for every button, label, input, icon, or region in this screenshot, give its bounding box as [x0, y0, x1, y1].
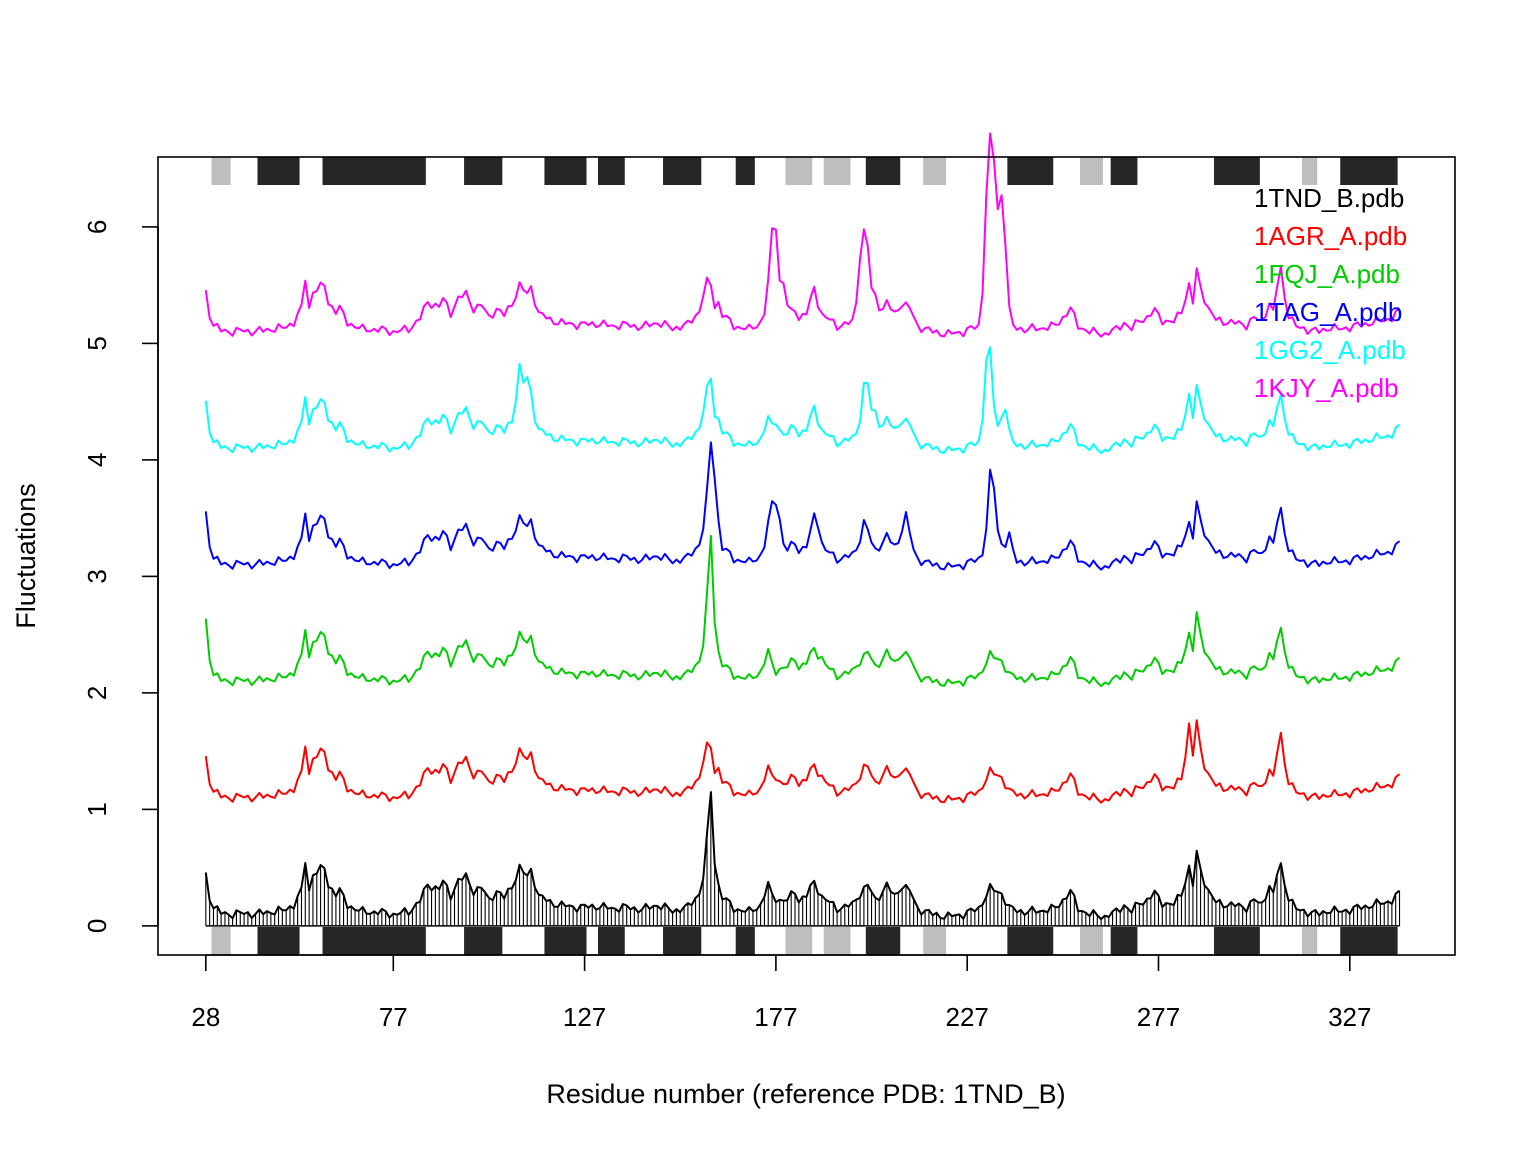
sse-block-bottom-strand [1301, 927, 1318, 955]
legend-entry: 1KJY_A.pdb [1254, 373, 1399, 403]
x-tick-label: 277 [1137, 1002, 1180, 1032]
sse-block-bottom-helix [464, 927, 503, 955]
legend-entry: 1TAG_A.pdb [1254, 297, 1402, 327]
sse-block-bottom-helix [1110, 927, 1138, 955]
y-tick-label: 1 [82, 802, 112, 816]
y-tick-label: 5 [82, 336, 112, 350]
sse-block-bottom-helix [663, 927, 702, 955]
legend-entry: 1GG2_A.pdb [1254, 335, 1406, 365]
sse-block-top-helix [1110, 157, 1138, 185]
y-axis-title: Fluctuations [11, 483, 41, 629]
x-tick-label: 327 [1328, 1002, 1371, 1032]
sse-block-top-strand [1301, 157, 1318, 185]
sse-block-bottom-helix [1213, 927, 1260, 955]
sse-block-top-helix [544, 157, 587, 185]
sse-bar-bottom [211, 927, 1398, 955]
sse-block-top-helix [663, 157, 702, 185]
sse-bar-top [211, 157, 1398, 185]
series-line [204, 346, 1401, 455]
sse-block-bottom-helix [597, 927, 625, 955]
sse-block-bottom-strand [785, 927, 813, 955]
series-1agr-a-pdb [204, 719, 1401, 804]
legend-entry: 1AGR_A.pdb [1254, 221, 1407, 251]
sse-block-top-helix [322, 157, 426, 185]
legend-entry: 1TND_B.pdb [1254, 183, 1404, 213]
x-tick-label: 177 [754, 1002, 797, 1032]
series-line [204, 791, 1401, 921]
y-axis: 0 1 2 3 4 5 6 [82, 220, 159, 933]
x-tick-label: 77 [379, 1002, 408, 1032]
sse-block-bottom-strand [823, 927, 851, 955]
sse-block-top-strand [211, 157, 231, 185]
y-tick-label: 6 [82, 220, 112, 234]
series-layer [204, 132, 1401, 927]
sse-block-top-strand [1080, 157, 1104, 185]
sse-block-top-helix [1340, 157, 1398, 185]
sse-block-bottom-helix [735, 927, 755, 955]
x-axis: 28 77 127 177 227 277 327 [191, 954, 1371, 1032]
x-tick-label: 28 [191, 1002, 220, 1032]
sse-block-top-helix [597, 157, 625, 185]
sse-block-top-helix [464, 157, 503, 185]
x-axis-title: Residue number (reference PDB: 1TND_B) [546, 1079, 1065, 1109]
sse-block-bottom-helix [544, 927, 587, 955]
y-tick-label: 0 [82, 919, 112, 933]
sse-block-bottom-strand [211, 927, 231, 955]
legend: 1TND_B.pdb 1AGR_A.pdb 1FQJ_A.pdb 1TAG_A.pdb… [1254, 183, 1407, 403]
sse-block-top-helix [1213, 157, 1260, 185]
sse-block-bottom-strand [1080, 927, 1104, 955]
sse-block-top-helix [865, 157, 901, 185]
sse-block-top-strand [823, 157, 851, 185]
series-1fqj-a-pdb [204, 534, 1401, 688]
y-tick-label: 2 [82, 686, 112, 700]
series-1tag-a-pdb [204, 441, 1401, 571]
y-tick-label: 4 [82, 453, 112, 467]
series-line [204, 719, 1401, 804]
series-1gg2-a-pdb [204, 346, 1401, 455]
series-line [204, 132, 1401, 338]
sse-block-top-helix [735, 157, 755, 185]
y-tick-label: 3 [82, 569, 112, 583]
legend-entry: 1FQJ_A.pdb [1254, 259, 1400, 289]
series-1kjy-a-pdb [204, 132, 1401, 338]
sse-block-bottom-helix [865, 927, 901, 955]
sse-block-bottom-helix [257, 927, 300, 955]
sse-block-bottom-helix [1007, 927, 1054, 955]
sse-block-bottom-helix [1340, 927, 1398, 955]
series-1tnd-b-pdb [204, 791, 1401, 927]
sse-block-top-helix [257, 157, 300, 185]
sse-block-bottom-strand [923, 927, 947, 955]
sse-block-bottom-helix [322, 927, 426, 955]
series-line [204, 534, 1401, 688]
x-tick-label: 227 [945, 1002, 988, 1032]
series-line [204, 441, 1401, 571]
sse-block-top-helix [1007, 157, 1054, 185]
sse-block-top-strand [785, 157, 813, 185]
x-tick-label: 127 [563, 1002, 606, 1032]
sse-block-top-strand [923, 157, 947, 185]
